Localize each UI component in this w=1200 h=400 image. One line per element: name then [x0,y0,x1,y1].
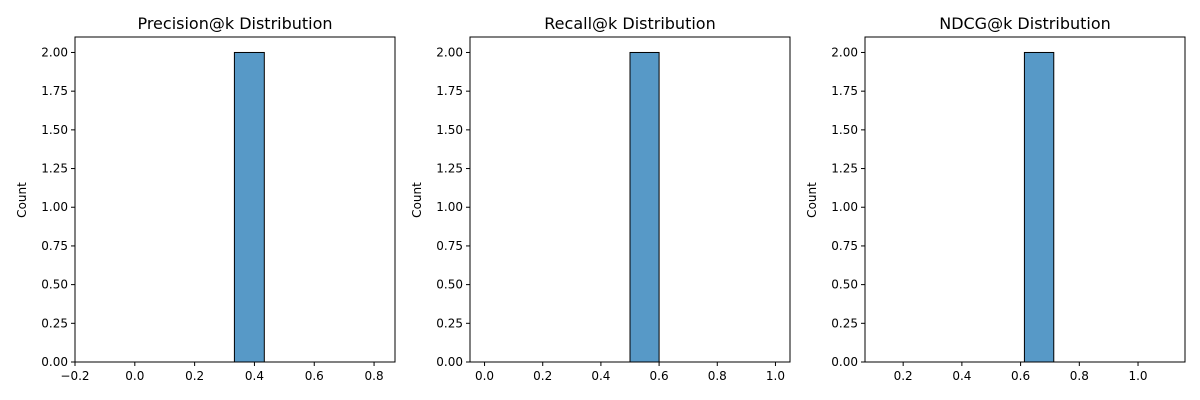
y-tick-label: 1.00 [831,200,858,214]
y-tick-label: 1.75 [831,84,858,98]
x-tick-label: 1.0 [766,369,785,383]
y-tick-label: 0.75 [41,239,68,253]
y-tick-label: 1.75 [436,84,463,98]
x-tick-label: 0.8 [1070,369,1089,383]
plot-frame [864,36,1186,363]
x-tick-label: 0.2 [894,369,913,383]
y-tick-label: 0.50 [436,278,463,292]
panel-recall: Recall@k Distribution Count 0.0 0.2 0.4 0.6… [410,14,791,383]
x-tick-label: 0.0 [125,369,144,383]
x-tick-label: 0.0 [475,369,494,383]
y-tick-label: 0.25 [436,316,463,330]
chart-title: Precision@k Distribution [137,14,332,33]
y-tick-label: 1.00 [436,200,463,214]
y-tick-label: 0.50 [831,278,858,292]
y-tick-label: 2.00 [831,45,858,59]
x-tick-label: 0.8 [365,369,384,383]
plot-frame [469,36,791,363]
histogram-bar [629,51,660,363]
x-tick-label: 1.0 [1128,369,1147,383]
x-tick-label: 0.4 [591,369,610,383]
y-tick-label: 2.00 [436,45,463,59]
y-tick-label: 1.50 [831,123,858,137]
y-tick-label: 2.00 [41,45,68,59]
y-tick-label: 1.00 [41,200,68,214]
y-tick-label: 1.50 [436,123,463,137]
y-tick-label: 1.25 [436,162,463,176]
panel-precision: Precision@k Distribution Count −0.2 0.0 0.… [15,14,396,383]
y-tick-label: 0.00 [831,355,858,369]
x-tick-label: 0.2 [185,369,204,383]
x-tick-label: 0.4 [952,369,971,383]
y-tick-label: 1.25 [831,162,858,176]
y-tick-label: 0.00 [436,355,463,369]
histogram-bar [1023,51,1055,363]
x-tick-label: 0.2 [533,369,552,383]
x-tick-label: 0.4 [245,369,264,383]
x-tick-label: 0.8 [708,369,727,383]
x-tick-label: 0.6 [1011,369,1030,383]
y-tick-label: 0.25 [41,316,68,330]
chart-title: NDCG@k Distribution [939,14,1111,33]
panel-ndcg: NDCG@k Distribution Count 0.2 0.4 0.6 0.8 1.… [805,14,1186,383]
x-tick-label: 0.6 [305,369,324,383]
y-axis-label: Count [410,182,424,218]
y-axis-label: Count [805,182,819,218]
plot-frame [74,36,396,363]
chart-title: Recall@k Distribution [544,14,715,33]
y-tick-label: 0.75 [436,239,463,253]
y-tick-label: 1.25 [41,162,68,176]
y-axis-label: Count [15,182,29,218]
y-tick-label: 1.50 [41,123,68,137]
y-tick-label: 0.50 [41,278,68,292]
y-tick-label: 0.25 [831,316,858,330]
x-tick-label: 0.6 [650,369,669,383]
y-tick-label: 1.75 [41,84,68,98]
y-tick-label: 0.75 [831,239,858,253]
y-tick-label: 0.00 [41,355,68,369]
x-tick-label: −0.2 [60,369,89,383]
histogram-bar [233,51,265,363]
